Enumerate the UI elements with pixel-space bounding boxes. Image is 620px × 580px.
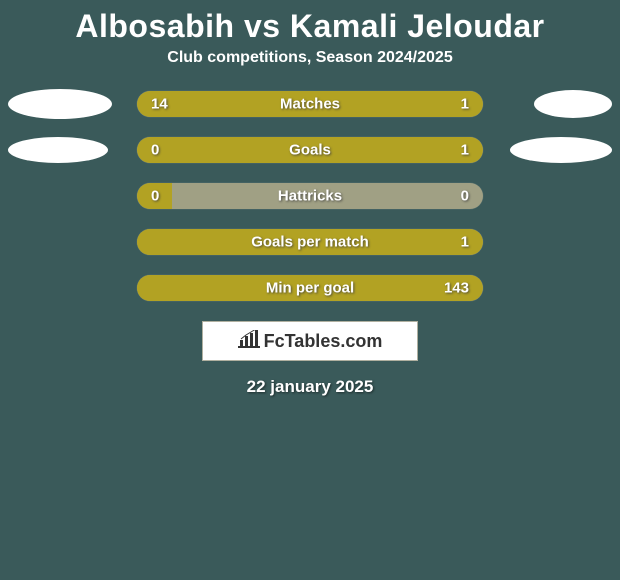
bar-right-fill xyxy=(206,137,483,163)
bar-right-fill xyxy=(403,91,483,117)
stat-row: Matches 14 1 xyxy=(0,91,620,117)
stat-row: Hattricks 0 0 xyxy=(0,183,620,209)
stat-value-right: 0 xyxy=(461,188,469,205)
stat-label: Min per goal xyxy=(266,280,354,297)
page-title: Albosabih vs Kamali Jeloudar xyxy=(0,8,620,45)
stat-bar: Matches 14 1 xyxy=(137,91,483,117)
player-avatar-right xyxy=(534,90,612,118)
stat-label: Hattricks xyxy=(278,188,342,205)
source-logo-box: FcTables.com xyxy=(202,321,418,361)
stat-value-right: 1 xyxy=(461,234,469,251)
player-avatar-left xyxy=(8,89,112,119)
page-subtitle: Club competitions, Season 2024/2025 xyxy=(0,49,620,67)
stat-bar: Hattricks 0 0 xyxy=(137,183,483,209)
barchart-icon xyxy=(238,330,260,353)
player-avatar-right xyxy=(510,137,612,163)
bar-left-fill xyxy=(137,137,206,163)
bar-left-fill xyxy=(137,91,403,117)
stat-row: Goals 0 1 xyxy=(0,137,620,163)
stat-value-right: 1 xyxy=(461,96,469,113)
stat-row: Min per goal 143 xyxy=(0,275,620,301)
stat-label: Goals xyxy=(289,142,331,159)
stat-value-left: 0 xyxy=(151,142,159,159)
stat-bar: Min per goal 143 xyxy=(137,275,483,301)
player-avatar-left xyxy=(8,137,108,163)
stat-value-right: 143 xyxy=(444,280,469,297)
date-text: 22 january 2025 xyxy=(0,377,620,397)
stat-bar: Goals 0 1 xyxy=(137,137,483,163)
stat-value-left: 14 xyxy=(151,96,168,113)
stat-value-left: 0 xyxy=(151,188,159,205)
stat-value-right: 1 xyxy=(461,142,469,159)
comparison-infographic: Albosabih vs Kamali Jeloudar Club compet… xyxy=(0,8,620,397)
stat-label: Matches xyxy=(280,96,340,113)
source-logo-text: FcTables.com xyxy=(264,331,383,352)
stat-label: Goals per match xyxy=(251,234,369,251)
stat-bar: Goals per match 1 xyxy=(137,229,483,255)
stats-area: Matches 14 1 Goals 0 1 Hattricks 0 0 Goals per ma… xyxy=(0,91,620,301)
stat-row: Goals per match 1 xyxy=(0,229,620,255)
